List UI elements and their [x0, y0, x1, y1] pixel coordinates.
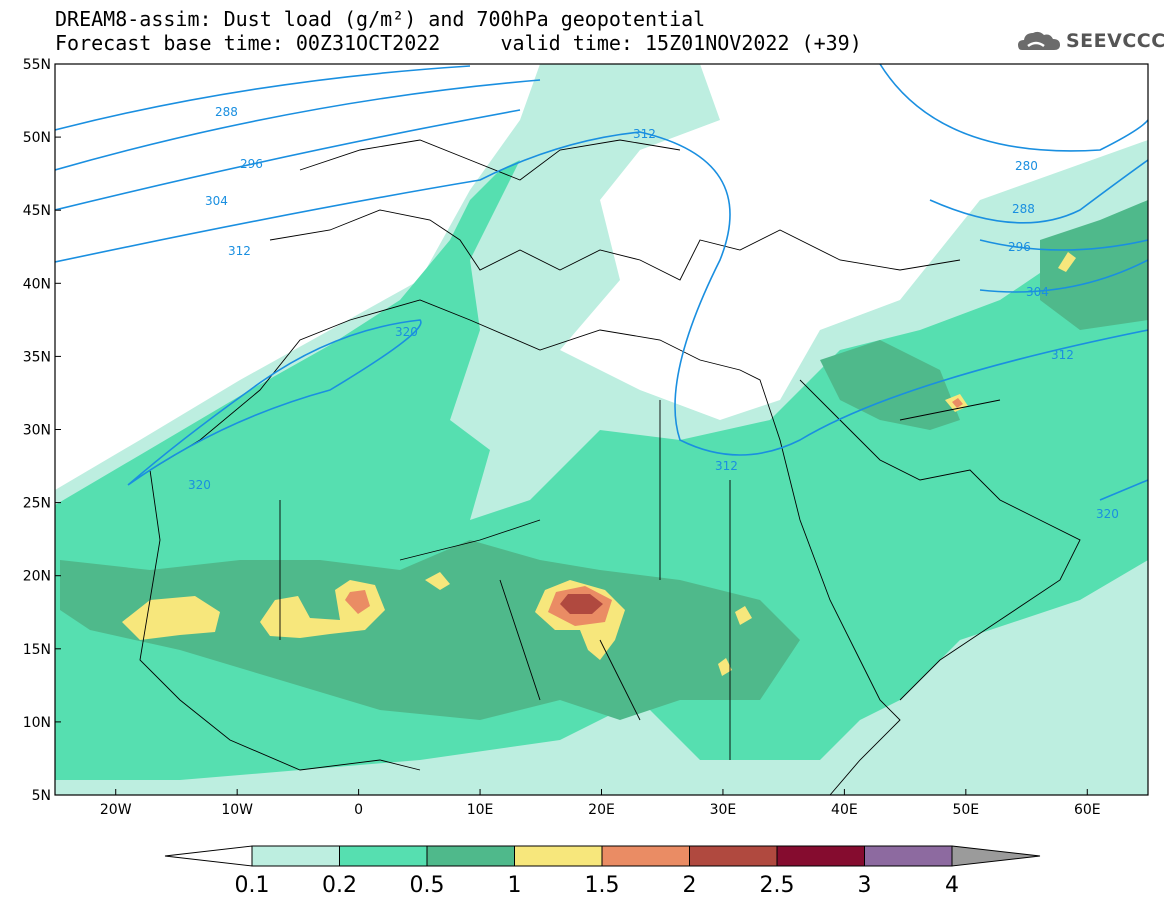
- longitude-axis: 20W 10W 0 10E 20E 30E 40E 50E 60E: [100, 789, 1101, 818]
- country-borders: [279, 399, 1001, 760]
- dust-band-0-5: [60, 540, 800, 720]
- lat-tick-label: 40N: [23, 276, 51, 292]
- colorbar-label: 4: [945, 873, 959, 898]
- geopotential-contours: [55, 64, 1148, 501]
- coastline-arabia: [799, 379, 1081, 701]
- lon-tick-label: 50E: [952, 802, 979, 818]
- dust-band-1-0-h: [1058, 252, 1076, 272]
- colorbar-max-arrow: [951, 845, 1041, 867]
- colorbar-label: 0.2: [322, 873, 357, 898]
- colorbar: 0.1 0.2 0.5 1 1.5 2 2.5 3 4: [164, 845, 1041, 898]
- lat-tick-label: 5N: [32, 788, 51, 804]
- lon-tick-label: 20E: [588, 802, 615, 818]
- contour-label: 296: [1008, 240, 1031, 254]
- colorbar-label: 3: [858, 873, 872, 898]
- contour-label: 304: [1026, 285, 1049, 299]
- contour-label: 296: [240, 157, 263, 171]
- dust-band-1-0-f: [718, 658, 732, 676]
- colorbar-swatch: [601, 845, 690, 867]
- colorbar-swatch: [339, 845, 428, 867]
- contour-label: 288: [1012, 202, 1035, 216]
- dust-band-1-0-a: [122, 596, 220, 640]
- lon-tick-label: 60E: [1074, 802, 1101, 818]
- lat-tick-label: 45N: [23, 203, 51, 219]
- contour-label: 312: [228, 244, 251, 258]
- colorbar-swatch: [776, 845, 865, 867]
- coastline-africa: [139, 299, 901, 795]
- lat-tick-label: 55N: [23, 57, 51, 73]
- lon-tick-label: 20W: [100, 802, 132, 818]
- contour-label: 312: [1051, 348, 1074, 362]
- seevccc-logo: SEEVCCC: [1016, 24, 1165, 60]
- contour-label: 320: [188, 478, 211, 492]
- lon-tick-label: 10E: [467, 802, 494, 818]
- lat-tick-label: 15N: [23, 642, 51, 658]
- logo-label: SEEVCCC: [1066, 30, 1165, 52]
- lon-tick-label: 40E: [831, 802, 858, 818]
- contour-label: 320: [1096, 507, 1119, 521]
- contour-label: 304: [205, 194, 228, 208]
- colorbar-label: 2.5: [760, 873, 795, 898]
- dust-band-2-0: [560, 594, 603, 614]
- lon-tick-label: 10W: [221, 802, 253, 818]
- lat-tick-label: 35N: [23, 349, 51, 365]
- colorbar-min-arrow: [164, 845, 253, 867]
- colorbar-swatch: [689, 845, 778, 867]
- map-subtitle: Forecast base time: 00Z31OCT2022 valid t…: [55, 31, 862, 55]
- dust-band-1-5-c: [952, 398, 963, 408]
- colorbar-label: 2: [683, 873, 697, 898]
- lat-tick-label: 10N: [23, 715, 51, 731]
- map-area: 288 296 304 312 312 320 320 312 280 288 …: [55, 64, 1148, 795]
- colorbar-swatch: [864, 845, 953, 867]
- contour-label: 312: [633, 127, 656, 141]
- colorbar-label: 0.5: [410, 873, 445, 898]
- dust-band-1-5-a: [345, 590, 370, 614]
- colorbar-swatch: [251, 845, 340, 867]
- lat-tick-label: 20N: [23, 569, 51, 585]
- colorbar-swatch: [514, 845, 603, 867]
- contour-label: 320: [395, 325, 418, 339]
- contour-label: 312: [715, 459, 738, 473]
- cloud-icon: [1018, 31, 1060, 50]
- latitude-axis: 55N 50N 45N 40N 35N 30N 25N 20N 15N 10N 5N: [23, 57, 61, 804]
- dust-band-1-0-d: [425, 572, 450, 590]
- colorbar-label: 1: [508, 873, 522, 898]
- colorbar-swatch: [426, 845, 515, 867]
- colorbar-label: 0.1: [235, 873, 270, 898]
- colorbar-label: 1.5: [585, 873, 620, 898]
- lat-tick-label: 25N: [23, 496, 51, 512]
- coastline-europe: [269, 139, 961, 281]
- lat-tick-label: 50N: [23, 130, 51, 146]
- contour-label: 288: [215, 105, 238, 119]
- lat-tick-label: 30N: [23, 423, 51, 439]
- contour-label: 280: [1015, 159, 1038, 173]
- lon-tick-label: 0: [354, 802, 363, 818]
- contour-labels: 288 296 304 312 312 320 320 312 280 288 …: [188, 105, 1119, 521]
- dust-band-0-5-caspian: [1040, 200, 1148, 330]
- dust-band-1-0-e: [735, 606, 752, 625]
- map-title: DREAM8-assim: Dust load (g/m²) and 700hP…: [55, 7, 706, 31]
- dust-band-0-5-mideast: [820, 340, 960, 430]
- lon-tick-label: 30E: [710, 802, 737, 818]
